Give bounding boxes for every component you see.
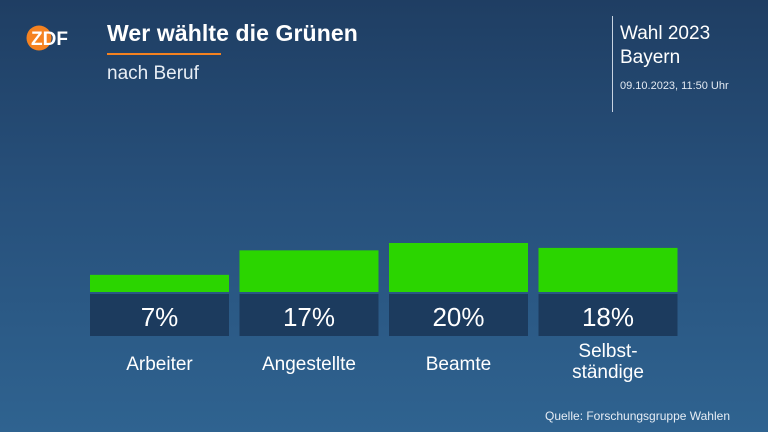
title-underline [107,53,221,55]
source-note: Quelle: Forschungsgruppe Wahlen [545,409,730,423]
value-box-3 [538,294,678,336]
bar-0 [90,274,229,292]
election-info: Wahl 2023 Bayern 09.10.2023, 11:50 Uhr [620,22,729,92]
election-timestamp: 09.10.2023, 11:50 Uhr [620,80,729,92]
category-label-2: Beamte [426,354,491,375]
value-box-2 [389,294,528,336]
value-box-0 [90,294,229,336]
value-label-2: 20% [432,302,484,332]
value-label-3: 18% [582,302,634,332]
header-divider [612,16,613,112]
category-label-3: Selbst-ständige [572,341,644,383]
value-label-1: 17% [283,302,335,332]
zdf-logo-text: ZDF [31,29,68,50]
category-label-1: Angestellte [262,354,356,375]
bar-3 [538,247,678,292]
bar-2 [389,243,528,292]
zdf-logo: ZDF [26,25,84,51]
value-label-0: 7% [141,302,179,332]
bar-1 [239,250,379,292]
value-box-1 [239,294,379,336]
page-title: Wer wählte die Grünen [107,20,358,46]
election-name: Wahl 2023 [620,23,711,44]
election-region: Bayern [620,47,681,68]
category-label-0: Arbeiter [126,354,193,375]
page-subtitle: nach Beruf [107,63,199,84]
